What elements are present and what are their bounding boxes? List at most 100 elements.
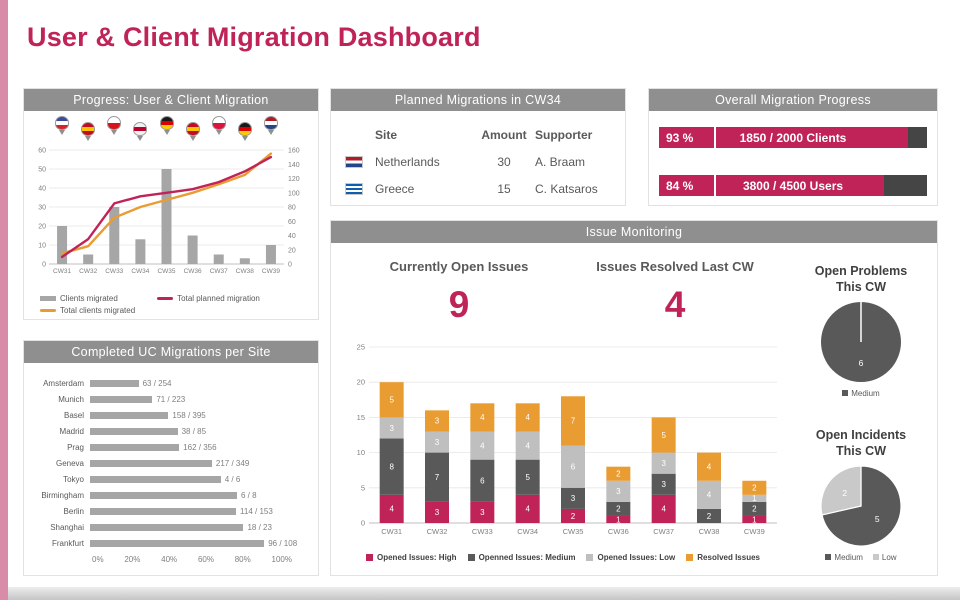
- legend-swatch: [40, 296, 56, 301]
- site-bar-track: 18 / 23: [90, 519, 286, 535]
- svg-text:CW39: CW39: [262, 268, 280, 275]
- issue-segment: [651, 494, 676, 523]
- site-bar: [90, 459, 212, 467]
- segment-value: 3: [389, 424, 394, 433]
- legend-label: Low: [881, 552, 897, 562]
- segment-value: 4: [480, 441, 485, 450]
- pie-slice: [820, 464, 862, 516]
- panel-progress-migration: Progress: User & Client Migration 0 10 20 3…: [23, 88, 319, 320]
- svg-text:20: 20: [288, 247, 296, 254]
- overall-progress-bar: 3800 / 4500 Users 84 %: [659, 175, 927, 196]
- svg-text:20: 20: [38, 224, 46, 231]
- amount-cell: 15: [497, 181, 511, 196]
- segment-value: 4: [525, 505, 530, 514]
- site-bar-row: Geneva 217 / 349: [30, 455, 312, 471]
- balloon-tip: [59, 130, 66, 135]
- issue-segment: [561, 396, 585, 446]
- currently-open-issues-stat: Currently Open Issues 9: [357, 259, 561, 326]
- svg-text:CW32: CW32: [79, 268, 97, 275]
- site-value-label: 114 / 153: [240, 507, 273, 516]
- site-bar-track: 158 / 395: [90, 407, 286, 423]
- site-label: Shanghai: [50, 522, 84, 532]
- legend-label: Clients migrated: [60, 294, 118, 303]
- poland-flag-icon: [211, 116, 226, 130]
- issues-chart-legend: Opened Issues: High Openned Issues: Mediu…: [337, 553, 789, 562]
- svg-text:CW33: CW33: [105, 268, 123, 275]
- site-label: Munich: [58, 394, 84, 404]
- segment-value: 4: [525, 413, 530, 422]
- segment-value: 4: [707, 462, 712, 471]
- site-bar-row: Madrid 38 / 85: [30, 423, 312, 439]
- legend-label: Medium: [834, 552, 863, 562]
- netherlands-flag-balloon: [263, 116, 278, 137]
- clients-migrated-bar: [187, 235, 198, 264]
- svg-text:CW34: CW34: [517, 527, 538, 536]
- open-problems-legend: Medium: [793, 389, 929, 398]
- legend-item: Clients migrated: [40, 294, 135, 303]
- total-planned-migration-line: [60, 155, 273, 259]
- segment-value: 3: [435, 417, 440, 426]
- open_incidents_pie-svg: 52: [820, 464, 902, 547]
- svg-text:100: 100: [288, 190, 300, 197]
- segment-value: 2: [752, 505, 757, 514]
- supporter-cell: C. Katsaros: [535, 181, 598, 196]
- issue-segment: [379, 417, 404, 439]
- svg-text:0: 0: [288, 262, 292, 269]
- segment-value: 6: [480, 477, 485, 486]
- site-value-label: 162 / 356: [183, 443, 217, 452]
- issue-segment: [515, 431, 540, 460]
- overall-progress-bar: 1850 / 2000 Clients 93 %: [659, 127, 927, 148]
- svg-text:CW36: CW36: [184, 268, 202, 275]
- segment-value: 4: [525, 441, 530, 450]
- spain-flag-balloon: [185, 122, 200, 143]
- site-bar-row: Shanghai 18 / 23: [30, 519, 312, 535]
- issue-segment: [697, 508, 721, 523]
- site-bar-row: Munich 71 / 223: [30, 391, 312, 407]
- issue-segment: [742, 480, 767, 495]
- panel-issues-header: Issue Monitoring: [331, 221, 937, 243]
- czech-flag-balloon: [107, 116, 122, 137]
- site-label: Prag: [67, 442, 84, 452]
- germany-flag-icon: [237, 122, 252, 136]
- migration-combo-chart: 0 10 20 30 40 50 60 0 20 40 60 80 100 120 140 160 CW31 CW…: [24, 144, 318, 291]
- uk-flag-icon: [55, 116, 70, 130]
- issue-segment: [425, 410, 449, 432]
- segment-value: 5: [661, 431, 666, 440]
- resolved-issues-value: 4: [664, 284, 686, 325]
- svg-text:CW36: CW36: [608, 527, 629, 536]
- panel-overall-progress: Overall Migration Progress 1850 / 2000 C…: [648, 88, 938, 206]
- segment-value: 3: [616, 487, 621, 496]
- svg-text:60: 60: [38, 148, 46, 155]
- site-label: Madrid: [59, 426, 84, 436]
- segment-value: 4: [661, 505, 666, 514]
- stacked-legend-item: Opened Issues: High: [366, 553, 457, 562]
- issues-stacked-svg: 05101520254835CW313733CW323644CW334544CW…: [357, 343, 777, 536]
- open-incidents-title-line2: This CW: [836, 444, 886, 459]
- site-bar: [90, 507, 237, 515]
- site-bar-row: Prag 162 / 356: [30, 439, 312, 455]
- slice-value: 6: [859, 357, 864, 367]
- open-incidents-legend: Medium Low: [793, 553, 929, 562]
- stacked-legend-item: Resolved Issues: [686, 553, 760, 562]
- segment-value: 7: [435, 473, 440, 482]
- left-accent-stripe: [0, 0, 8, 600]
- progress-detail: 3800 / 4500 Users: [742, 178, 844, 193]
- stacked-legend-item: Openned Issues: Medium: [467, 553, 575, 562]
- site-bar-track: 114 / 153: [90, 503, 286, 519]
- clients-migrated-bar: [239, 258, 250, 264]
- panel-planned-migrations: Planned Migrations in CW34 Site Amount Sup…: [330, 88, 626, 206]
- svg-text:0: 0: [361, 519, 365, 528]
- site-label: Tokyo: [63, 474, 84, 484]
- balloon-tip: [189, 136, 196, 141]
- issue-segment: [606, 515, 631, 523]
- svg-text:CW33: CW33: [472, 527, 493, 536]
- clients-migrated-bar: [135, 239, 146, 264]
- page-title: User & Client Migration Dashboard: [27, 22, 481, 52]
- segment-value: 6: [571, 462, 576, 471]
- axis-tick: 20%: [124, 555, 141, 564]
- site-bar: [90, 395, 153, 403]
- segment-value: 3: [480, 508, 485, 517]
- pie-legend-item: Medium: [825, 552, 863, 562]
- amount-cell: 30: [497, 154, 511, 169]
- hbar-axis-ticks: 0% 20% 40% 60% 80% 100%: [92, 555, 292, 564]
